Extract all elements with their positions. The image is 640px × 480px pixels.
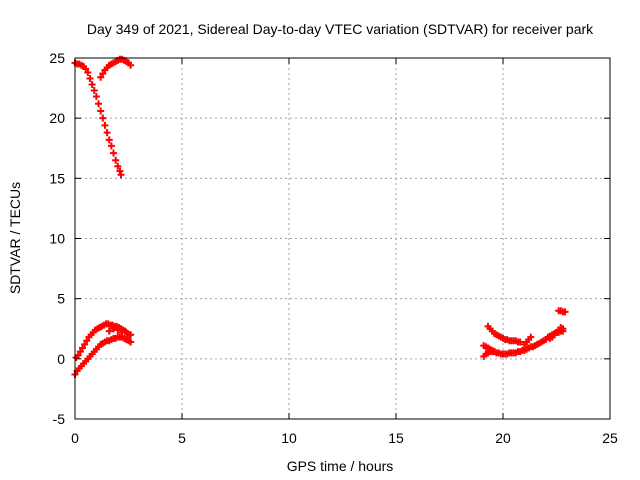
data-point xyxy=(116,167,124,175)
data-point xyxy=(516,338,524,346)
data-point xyxy=(86,74,94,82)
data-point xyxy=(82,65,90,73)
y-tick-label: 10 xyxy=(49,231,65,247)
data-point xyxy=(105,136,113,144)
data-point xyxy=(78,344,86,352)
data-point xyxy=(127,61,135,69)
x-tick-label: 0 xyxy=(71,430,79,446)
data-point xyxy=(107,142,115,150)
y-tick-label: 15 xyxy=(49,170,65,186)
data-point xyxy=(84,68,92,76)
x-tick-label: 10 xyxy=(281,430,297,446)
data-point xyxy=(103,129,111,137)
data-point xyxy=(112,156,120,164)
data-point xyxy=(561,308,569,316)
data-point xyxy=(110,325,118,333)
tick-labels: 0 5 10 15 20 25 -5 0 5 10 15 20 25 xyxy=(49,50,618,446)
data-point xyxy=(117,171,125,179)
data-point xyxy=(97,107,105,115)
x-axis-label: GPS time / hours xyxy=(287,458,394,474)
data-point xyxy=(127,338,135,346)
x-tick-label: 20 xyxy=(495,430,511,446)
data-point xyxy=(114,162,122,170)
y-tick-label: 0 xyxy=(57,351,65,367)
axis-ticks xyxy=(74,57,611,420)
data-series-2 xyxy=(71,320,135,378)
data-point xyxy=(83,337,91,345)
data-series-3 xyxy=(480,307,569,360)
data-series-1 xyxy=(71,55,135,179)
data-point xyxy=(127,331,135,339)
data-point xyxy=(105,327,113,335)
y-tick-label: 20 xyxy=(49,110,65,126)
grid-lines xyxy=(75,58,610,419)
data-point xyxy=(88,80,96,88)
data-point xyxy=(92,93,100,101)
data-point xyxy=(490,348,498,356)
data-marks xyxy=(71,55,569,378)
y-tick-label: 5 xyxy=(57,291,65,307)
data-point xyxy=(74,351,82,359)
data-point xyxy=(95,100,103,108)
data-point xyxy=(81,340,89,348)
x-tick-label: 25 xyxy=(602,430,618,446)
data-point xyxy=(90,86,98,94)
data-point xyxy=(97,73,105,81)
x-tick-label: 5 xyxy=(178,430,186,446)
data-point xyxy=(114,326,122,334)
y-tick-label: -5 xyxy=(53,411,66,427)
data-point xyxy=(527,333,535,341)
data-point xyxy=(122,328,130,336)
data-point xyxy=(559,325,567,333)
x-tick-label: 15 xyxy=(388,430,404,446)
y-axis-label: SDTVAR / TECUs xyxy=(7,182,23,294)
data-point xyxy=(101,121,109,129)
data-point xyxy=(110,149,118,157)
data-point xyxy=(99,114,107,122)
data-point xyxy=(99,70,107,78)
data-point xyxy=(76,348,84,356)
y-tick-label: 25 xyxy=(49,50,65,66)
chart-title: Day 349 of 2021, Sidereal Day-to-day VTE… xyxy=(87,21,594,37)
